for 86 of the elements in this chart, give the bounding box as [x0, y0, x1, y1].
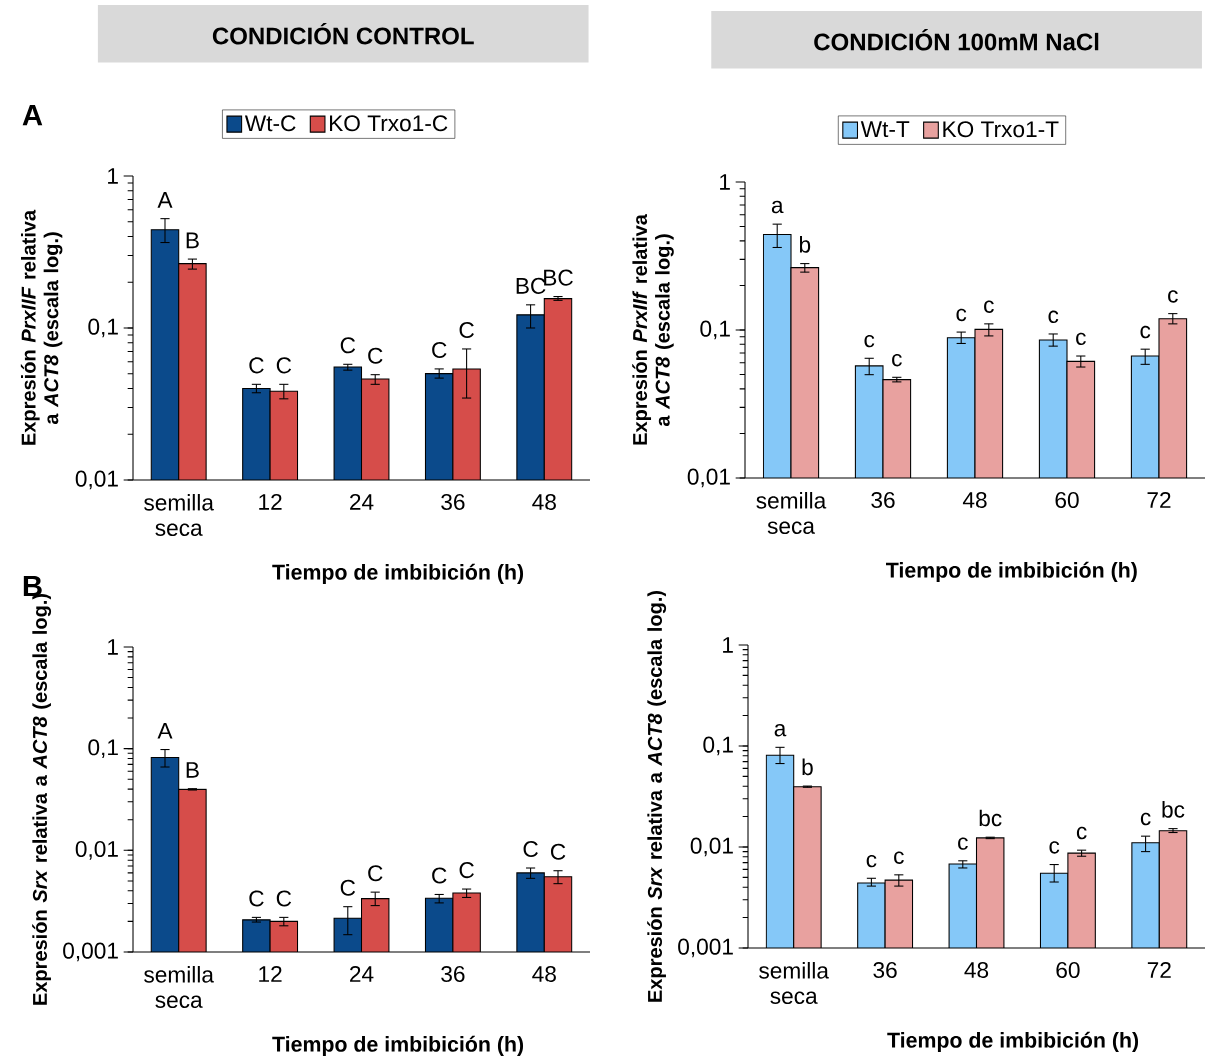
- data-label: C: [523, 841, 538, 858]
- x-tick-label: 12: [259, 966, 282, 982]
- data-label: C: [340, 337, 356, 354]
- y-tick-label: 0,01: [75, 840, 118, 860]
- data-label: A: [157, 192, 173, 208]
- data-label: BC: [516, 277, 546, 294]
- x-tick-label: 36: [873, 962, 897, 979]
- data-label: C: [249, 890, 264, 907]
- y-tick-label: 0,01: [687, 468, 730, 488]
- legend-label: Wt-C: [244, 115, 296, 132]
- y-tick-label: 1: [720, 174, 730, 190]
- x-tick-label: semilla seca: [144, 494, 214, 536]
- data-label: B: [186, 762, 199, 778]
- x-tick-label: 60: [1056, 962, 1080, 979]
- x-tick-label: 36: [441, 493, 465, 511]
- data-label: B: [186, 232, 199, 249]
- data-label: c: [1140, 812, 1151, 826]
- data-label: c: [1140, 325, 1151, 339]
- y-tick-label: 0,01: [690, 837, 733, 857]
- legend-label: KO Trxo1-C: [330, 115, 448, 132]
- x-axis-title: Tiempo de imbibición (h): [272, 1035, 524, 1056]
- x-tick-label: 72: [1147, 962, 1171, 978]
- legend-label: KO Trxo1-T: [943, 121, 1059, 138]
- data-label: c: [1048, 310, 1059, 324]
- data-label: C: [249, 357, 264, 374]
- data-label: C: [459, 321, 474, 339]
- data-label: C: [340, 879, 356, 896]
- x-tick-label: 48: [532, 493, 556, 511]
- x-tick-label: 48: [532, 966, 556, 983]
- data-label: BC: [544, 269, 573, 286]
- data-label: C: [459, 862, 474, 879]
- data-label: C: [432, 867, 447, 884]
- data-label: c: [894, 851, 904, 864]
- x-axis-title: Tiempo de imbibición (h): [887, 1031, 1139, 1052]
- data-label: c: [866, 854, 877, 868]
- data-label: c: [1049, 841, 1060, 854]
- chart-title: CONDICIÓN 100mM NaCl: [814, 28, 1099, 51]
- y-tick-label: 1: [108, 168, 118, 184]
- y-axis-title: Expresión Srx relativa a ACT8 (escala log.): [647, 590, 667, 1002]
- y-tick-label: 0,1: [88, 739, 118, 759]
- x-tick-label: 24: [350, 493, 374, 510]
- data-label: c: [1076, 332, 1086, 346]
- x-tick-label: 60: [1055, 492, 1079, 509]
- x-tick-label: 48: [962, 492, 987, 509]
- data-label: C: [368, 347, 383, 364]
- data-label: bc: [979, 809, 1002, 827]
- x-tick-label: semilla seca: [756, 492, 827, 534]
- x-tick-label: 48: [964, 962, 989, 979]
- x-tick-label: semilla seca: [144, 966, 214, 1008]
- data-label: c: [864, 334, 875, 348]
- data-label: C: [276, 357, 292, 374]
- y-tick-label: 0,1: [703, 736, 733, 756]
- legend-label: Wt-T: [860, 121, 910, 138]
- y-tick-label: 0,1: [88, 318, 118, 338]
- data-label: C: [368, 865, 383, 882]
- chart-title: CONDICIÓN CONTROL: [212, 22, 474, 45]
- y-tick-label: 0,001: [63, 942, 118, 962]
- data-label: c: [1076, 826, 1087, 840]
- data-label: A: [157, 723, 173, 739]
- data-label: c: [956, 308, 967, 322]
- y-tick-label: 0,1: [700, 320, 730, 340]
- x-tick-label: 36: [871, 492, 895, 509]
- y-tick-label: 0,001: [678, 938, 733, 958]
- x-tick-label: 24: [350, 966, 374, 982]
- data-label: C: [432, 341, 447, 358]
- data-label: bc: [1162, 801, 1185, 818]
- y-tick-label: 0,01: [75, 470, 118, 490]
- x-tick-label: 12: [259, 493, 282, 510]
- x-tick-label: 72: [1147, 492, 1171, 508]
- data-label: C: [550, 843, 566, 860]
- y-tick-label: 1: [108, 639, 118, 655]
- x-tick-label: 36: [441, 966, 465, 983]
- text: A: [22, 105, 43, 126]
- data-label: c: [1168, 290, 1178, 303]
- data-label: a: [774, 723, 787, 737]
- data-label: c: [984, 300, 994, 313]
- data-label: a: [771, 200, 784, 214]
- data-label: c: [958, 837, 968, 850]
- data-label: b: [802, 758, 813, 776]
- x-axis-title: Tiempo de imbibición (h): [886, 561, 1137, 582]
- x-axis-title: Tiempo de imbibición (h): [272, 563, 524, 584]
- y-tick-label: 1: [723, 637, 733, 653]
- data-label: C: [276, 890, 292, 907]
- data-label: c: [892, 353, 902, 367]
- x-tick-label: semilla seca: [759, 962, 829, 1004]
- data-label: b: [799, 236, 811, 253]
